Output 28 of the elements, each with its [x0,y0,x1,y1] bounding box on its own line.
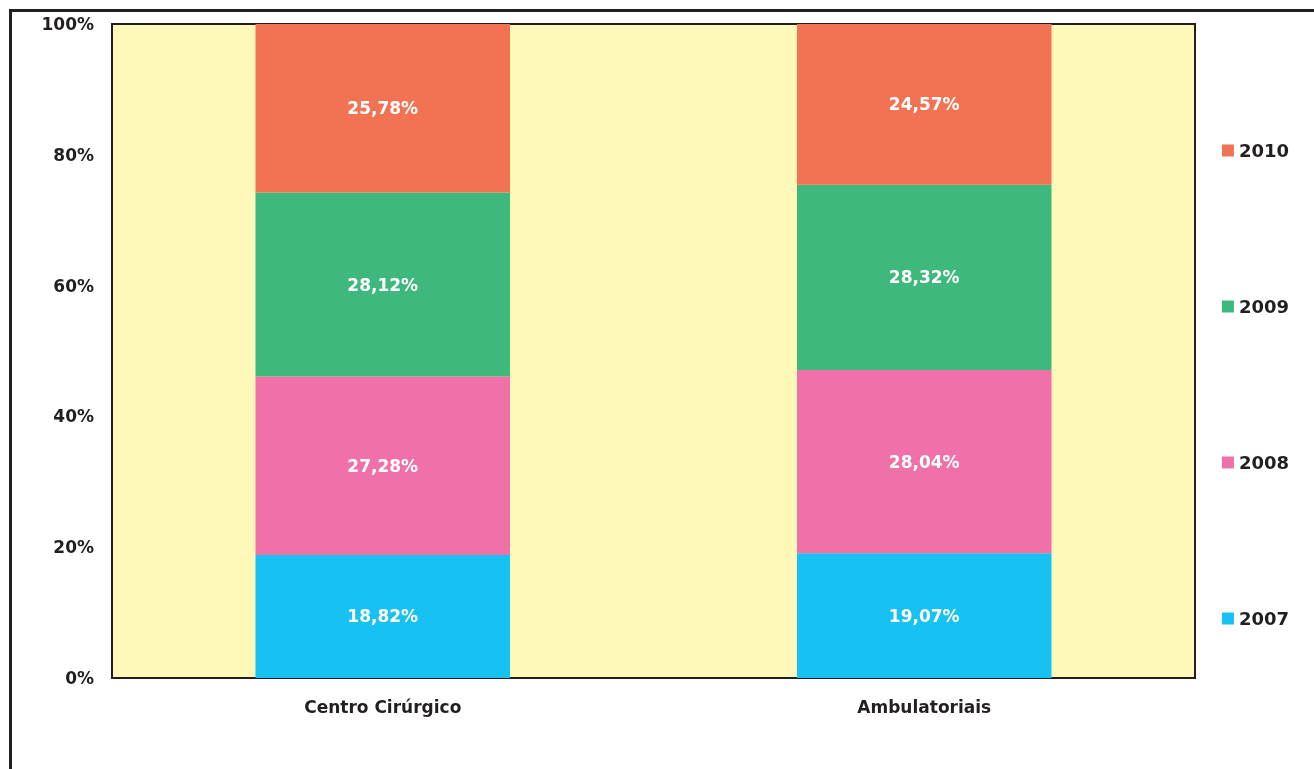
legend-label: 2008 [1238,452,1290,473]
data-label: 25,78% [347,98,419,119]
legend-label: 2007 [1238,608,1290,629]
y-tick-label: 0% [65,668,94,688]
y-tick-label: 60% [53,275,94,296]
bar [255,376,510,555]
data-label: 28,12% [347,274,419,295]
x-tick-label: Ambulatoriais [857,696,992,717]
legend-label: 2009 [1238,296,1290,317]
y-tick-label: 20% [53,537,94,558]
y-tick-label: 80% [53,144,94,165]
bar [797,369,1052,554]
data-label: 18,82% [347,606,419,627]
data-label: 28,32% [888,267,960,288]
y-tick-label: 100% [41,14,94,34]
x-tick-label: Centro Cirúrgico [304,696,462,717]
bar [797,24,1052,185]
data-label: 28,04% [888,451,960,472]
data-label: 27,28% [347,455,419,476]
legend-label: 2010 [1238,140,1290,161]
bar [255,554,510,678]
y-tick-label: 40% [53,406,94,427]
bar [797,184,1052,370]
bar [797,553,1052,678]
bar [255,24,510,193]
data-label: 19,07% [888,605,960,626]
data-label: 24,57% [888,94,960,115]
bar [255,192,510,377]
